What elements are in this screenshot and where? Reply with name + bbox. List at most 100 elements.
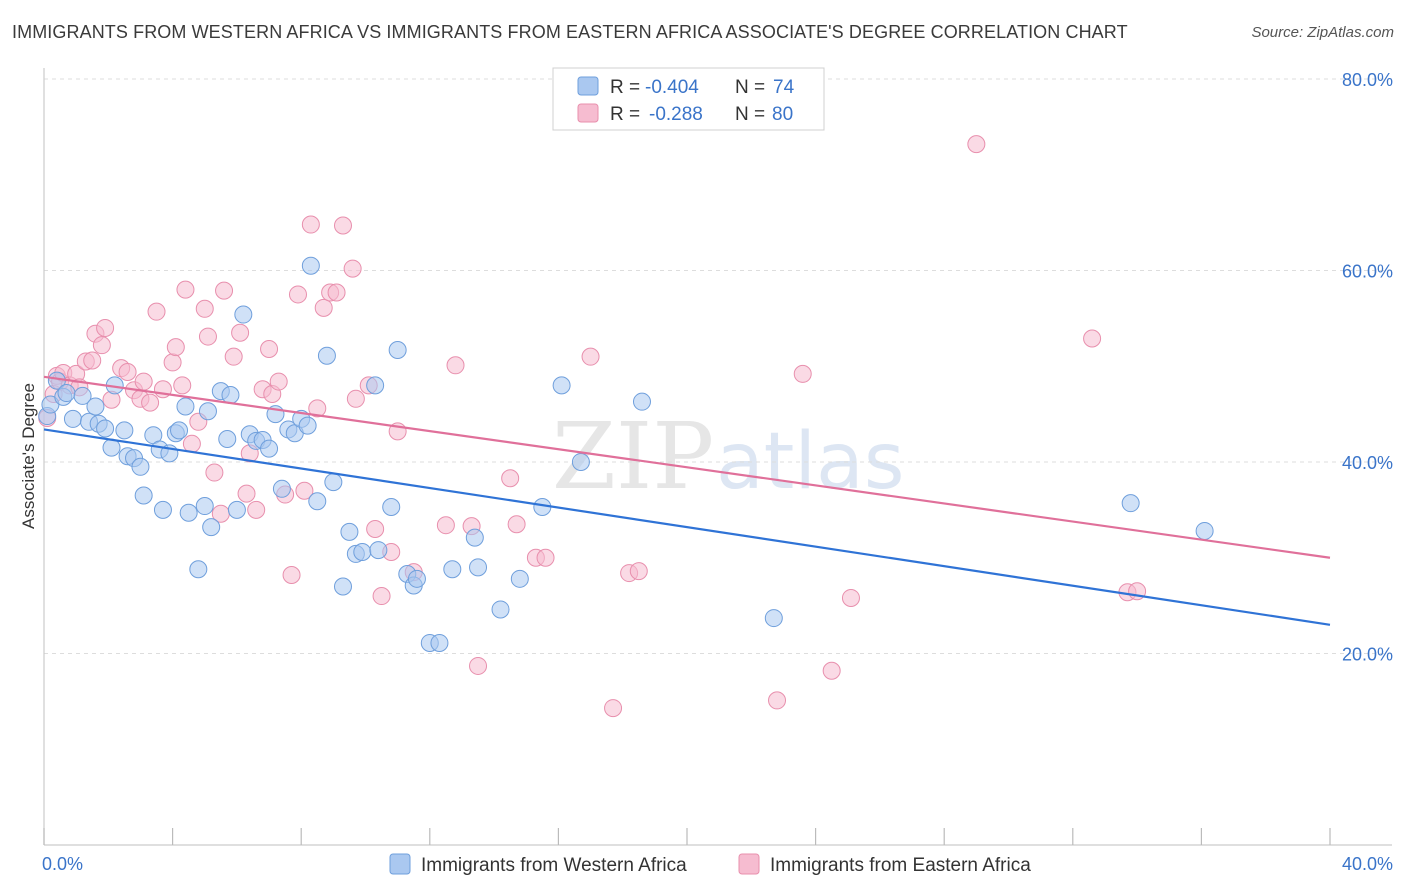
legend-label-eastern-africa: Immigrants from Eastern Africa (770, 855, 1031, 876)
point-western-africa (198, 402, 217, 421)
point-eastern-africa (231, 323, 250, 342)
point-eastern-africa (446, 356, 465, 375)
point-western-africa (153, 500, 172, 519)
point-eastern-africa (147, 302, 166, 321)
point-eastern-africa (141, 393, 160, 412)
point-eastern-africa (768, 691, 787, 710)
point-western-africa (1195, 521, 1214, 540)
series-legend: Immigrants from Western Africa Immigrant… (389, 853, 1031, 876)
point-eastern-africa (501, 469, 520, 488)
point-eastern-africa (182, 434, 201, 453)
legend-r-label: R = (610, 104, 640, 125)
y-tick-label: 40.0% (1342, 453, 1393, 473)
point-western-africa (764, 609, 783, 628)
point-eastern-africa (604, 699, 623, 718)
point-western-africa (272, 479, 291, 498)
source-label: Source: ZipAtlas.com (1251, 24, 1394, 41)
point-western-africa (195, 497, 214, 516)
point-eastern-africa (469, 656, 488, 675)
trend-line-eastern-africa (43, 375, 1331, 559)
point-eastern-africa (333, 216, 352, 235)
point-eastern-africa (327, 283, 346, 302)
point-eastern-africa (205, 463, 224, 482)
point-western-africa (134, 486, 153, 505)
grid-lines (44, 78, 1392, 654)
point-western-africa (571, 453, 590, 471)
trend-lines (43, 375, 1331, 626)
legend-r-value-pink: -0.288 (649, 104, 703, 125)
point-western-africa (353, 543, 372, 562)
trend-line-western-africa (43, 428, 1331, 626)
point-eastern-africa (176, 280, 195, 299)
point-eastern-africa (134, 372, 153, 391)
point-eastern-africa (366, 520, 385, 539)
legend-swatch-pink (577, 103, 599, 123)
point-eastern-africa (237, 484, 256, 503)
point-western-africa (465, 528, 484, 547)
point-eastern-africa (967, 135, 986, 154)
point-western-africa (491, 600, 510, 619)
point-eastern-africa (173, 376, 192, 395)
point-eastern-africa (163, 353, 182, 372)
point-western-africa (227, 500, 246, 519)
point-western-africa (234, 305, 253, 324)
point-eastern-africa (436, 516, 455, 535)
point-western-africa (388, 340, 407, 359)
point-western-africa (86, 397, 105, 416)
point-western-africa (189, 560, 208, 579)
legend-n-value-pink: 80 (772, 104, 793, 125)
y-tick-label: 80.0% (1342, 70, 1393, 90)
point-western-africa (131, 457, 150, 476)
point-eastern-africa (507, 515, 526, 534)
point-eastern-africa (1083, 329, 1102, 348)
point-eastern-africa (536, 548, 555, 567)
point-western-africa (221, 385, 240, 404)
y-axis-label: Associate's Degree (19, 383, 38, 529)
point-eastern-africa (793, 364, 812, 383)
point-eastern-africa (195, 299, 214, 318)
point-western-africa (430, 633, 449, 652)
y-tick-label: 60.0% (1342, 262, 1393, 282)
watermark-atlas: atlas (716, 417, 905, 507)
point-western-africa (63, 409, 82, 428)
point-western-africa (1121, 494, 1140, 513)
point-western-africa (298, 416, 317, 435)
point-eastern-africa (247, 500, 266, 519)
point-western-africa (552, 376, 571, 395)
point-western-africa (308, 492, 327, 511)
point-eastern-africa (282, 565, 301, 584)
legend-n-value-blue: 74 (773, 77, 795, 98)
correlation-legend: R = -0.404 N = 74 R = -0.288 N = 80 (552, 67, 825, 131)
point-western-africa (510, 569, 529, 588)
point-western-africa (260, 439, 279, 458)
legend-r-label: R = (610, 77, 640, 98)
point-eastern-africa (314, 298, 333, 317)
point-western-africa (366, 376, 385, 395)
point-western-africa (115, 421, 134, 440)
legend-swatch-eastern-africa (738, 853, 760, 875)
axes (43, 68, 1392, 846)
point-eastern-africa (269, 372, 288, 391)
point-eastern-africa (822, 661, 841, 680)
point-western-africa (301, 256, 320, 275)
point-eastern-africa (198, 327, 217, 346)
point-eastern-africa (96, 318, 115, 337)
x-tick-label-min: 0.0% (42, 854, 83, 874)
point-eastern-africa (118, 362, 137, 381)
point-western-africa (170, 421, 189, 440)
point-eastern-africa (629, 562, 648, 581)
point-western-africa (96, 419, 115, 438)
point-eastern-africa (343, 259, 362, 278)
point-western-africa (202, 518, 221, 537)
point-western-africa (369, 541, 388, 560)
x-tick-label-max: 40.0% (1342, 854, 1393, 874)
point-western-africa (340, 522, 359, 541)
point-eastern-africa (83, 351, 102, 370)
legend-swatch-blue (577, 76, 599, 96)
point-western-africa (57, 384, 76, 403)
point-eastern-africa (288, 285, 307, 304)
point-eastern-africa (260, 340, 279, 359)
point-western-africa (324, 473, 343, 492)
point-western-africa (382, 498, 401, 517)
